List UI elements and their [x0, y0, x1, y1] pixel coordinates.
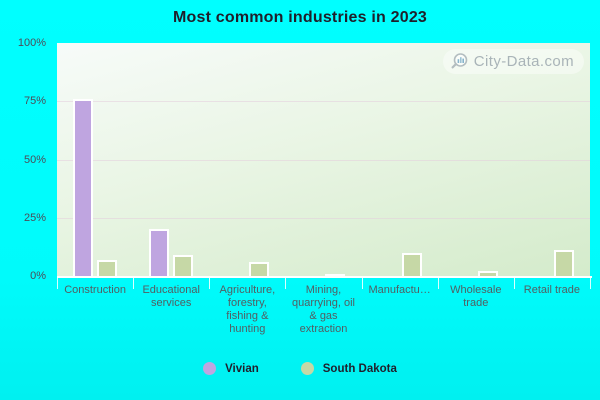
x-label-0: Construction [64, 284, 126, 296]
gridline-50 [57, 159, 590, 161]
bar-south-dakota-0 [97, 259, 118, 276]
y-tick-label-25: 25% [23, 211, 46, 224]
bar-south-dakota-1 [173, 255, 194, 276]
bar-group-1 [133, 43, 209, 276]
x-tick-0 [57, 277, 58, 289]
bar-south-dakota-6 [553, 250, 574, 276]
x-tick-3 [285, 277, 287, 289]
bar-group-2 [209, 43, 285, 276]
x-tick-7 [590, 277, 591, 289]
y-tick-label-100: 100% [17, 37, 46, 49]
y-tick-label-50: 50% [23, 153, 46, 166]
bar-groups [57, 43, 590, 276]
bar-group-4 [362, 43, 438, 276]
x-label-3: Mining, quarrying, oil & gas extraction [292, 284, 355, 335]
bar-south-dakota-4 [401, 252, 422, 276]
watermark-text: City-Data.com [473, 53, 574, 70]
bar-south-dakota-3 [325, 273, 346, 276]
y-tick-label-0: 0% [30, 270, 46, 282]
legend-item-south-dakota: South Dakota [300, 362, 397, 375]
x-label-2: Agriculture, forestry, fishing & hunting [219, 284, 276, 335]
bar-group-3 [285, 43, 361, 276]
x-tick-5 [437, 277, 439, 289]
south-dakota-legend-label: South Dakota [322, 362, 397, 375]
x-tick-2 [209, 277, 211, 289]
x-label-4: Manufactu… [368, 284, 431, 296]
bar-group-0 [57, 43, 133, 276]
vivian-legend-label: Vivian [225, 362, 259, 375]
vivian-legend-dot [203, 362, 217, 375]
bar-south-dakota-5 [477, 271, 498, 276]
plot-area [57, 43, 590, 276]
y-tick-label-75: 75% [23, 95, 46, 108]
legend: Vivian South Dakota [0, 362, 600, 375]
bar-group-5 [438, 43, 514, 276]
bar-south-dakota-2 [249, 262, 270, 276]
chart-title: Most common industries in 2023 [172, 9, 428, 26]
x-label-5: Wholesale trade [450, 284, 502, 309]
x-label-6: Retail trade [523, 284, 581, 296]
x-tick-4 [361, 277, 363, 289]
x-tick-6 [513, 277, 515, 289]
south-dakota-legend-dot [300, 362, 314, 375]
x-axis-line [57, 276, 592, 278]
bar-group-6 [514, 43, 590, 276]
bar-vivian-0 [73, 98, 94, 276]
gridline-75 [57, 101, 590, 103]
legend-item-vivian: Vivian [203, 362, 259, 375]
bar-vivian-1 [149, 229, 170, 276]
gridline-25 [57, 217, 590, 219]
x-tick-1 [133, 277, 135, 289]
x-axis-labels: Construction Educational services Agricult… [57, 284, 590, 336]
watermark: City-Data.com [442, 49, 584, 74]
x-label-1: Educational services [142, 284, 200, 309]
magnifier-chart-icon [450, 52, 469, 71]
